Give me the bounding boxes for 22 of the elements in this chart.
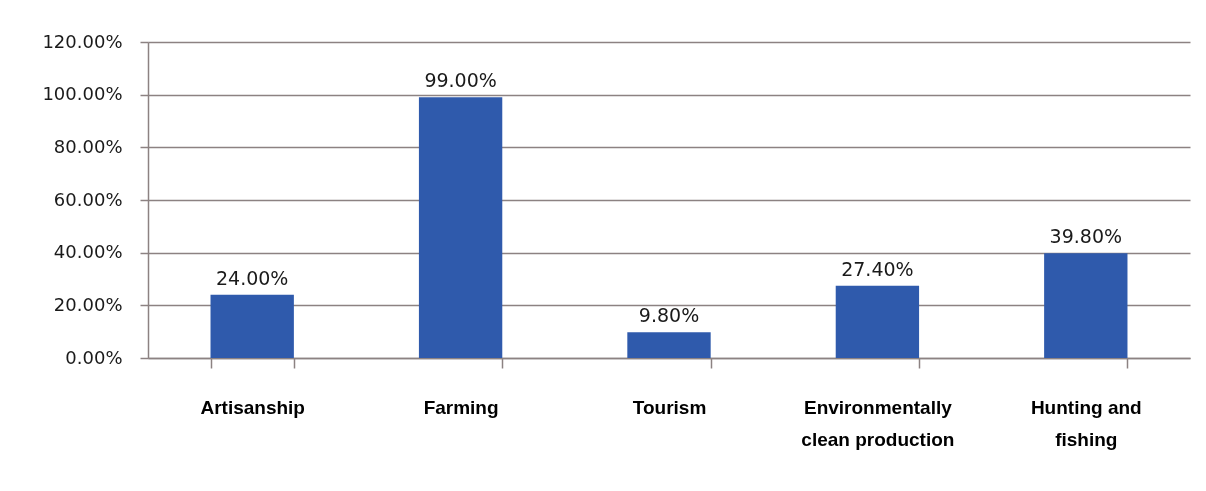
y-tick-label: 80.00% xyxy=(53,135,123,157)
y-tick-label: 100.00% xyxy=(42,83,123,105)
data-label: 24.00% xyxy=(215,266,289,289)
y-tick-label: 40.00% xyxy=(53,241,123,263)
bar xyxy=(210,294,294,358)
y-tick-label: 60.00% xyxy=(53,188,123,210)
x-tick-label: Environmentally clean production xyxy=(801,396,955,450)
bar xyxy=(627,332,711,358)
data-label: 27.40% xyxy=(841,257,914,280)
y-tick-label: 0.00% xyxy=(65,346,123,368)
y-tick-label: 20.00% xyxy=(53,293,123,315)
x-tick-label: Artisanship xyxy=(200,396,305,418)
y-tick-label: 120.00% xyxy=(42,30,123,52)
bar xyxy=(418,97,503,358)
x-tick-label: Farming xyxy=(423,396,499,418)
data-label: 99.00% xyxy=(424,69,497,92)
bar xyxy=(1044,253,1128,358)
data-label: 39.80% xyxy=(1049,225,1123,248)
x-tick-label: Tourism xyxy=(632,396,707,418)
data-label: 9.80% xyxy=(638,304,700,327)
bar xyxy=(835,285,920,358)
x-tick-label: Hunting and fishing xyxy=(1030,396,1142,450)
